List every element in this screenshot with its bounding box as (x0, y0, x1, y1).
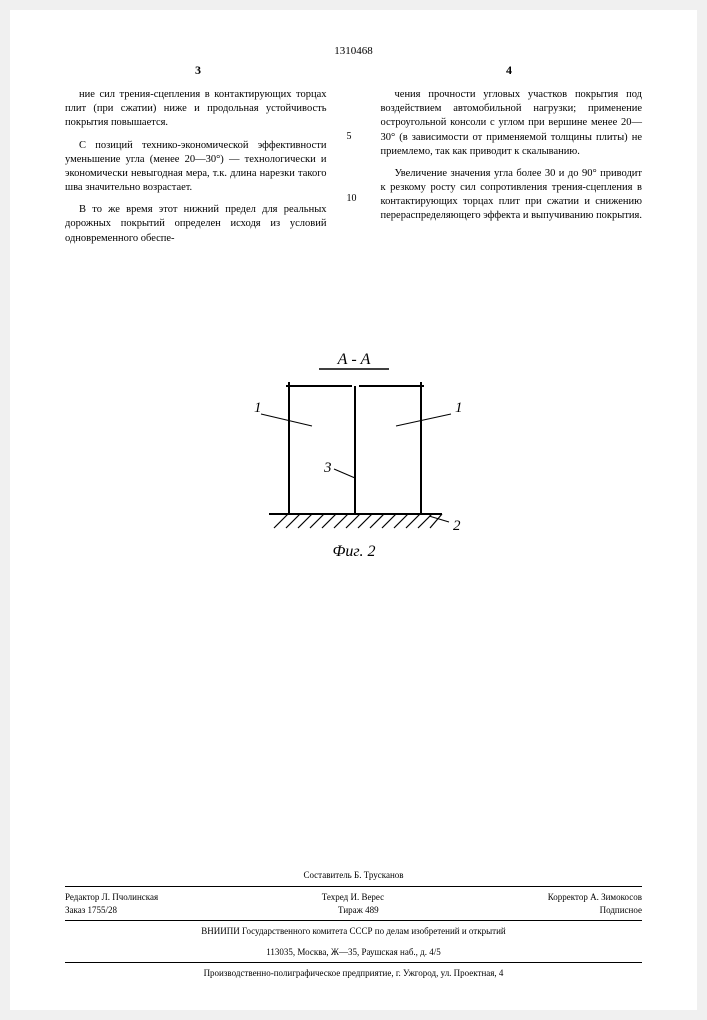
footer-addr: 113035, Москва, Ж—35, Раушская наб., д. … (65, 942, 642, 963)
figure-svg: А - А (224, 344, 484, 574)
footer-tirazh: Тираж 489 (338, 904, 379, 917)
text-columns: ние сил трения-сцепления в контактирующи… (65, 88, 642, 254)
footer-org: ВНИИПИ Государственного комитета СССР по… (65, 921, 642, 942)
left-p1: ние сил трения-сцепления в контактирующи… (65, 88, 327, 131)
hatching (274, 514, 442, 528)
footer-editor: Редактор Л. Пчолинская (65, 891, 158, 904)
footer-print: Производственно-полиграфическое предприя… (65, 962, 642, 980)
footer-techred: Техред И. Верес (322, 891, 384, 904)
figure-caption: Фиг. 2 (332, 543, 375, 560)
leader-3 (334, 469, 355, 478)
footer-order: Заказ 1755/28 (65, 904, 117, 917)
left-p2: С позиций технико-экономической эффектив… (65, 139, 327, 196)
leader-1-left (261, 414, 312, 426)
right-column: чения прочности угловых участков покрыти… (381, 88, 643, 254)
figure-area: А - А (65, 344, 642, 579)
label-2: 2 (453, 518, 461, 534)
footer: Составитель Б. Трусканов Редактор Л. Пчо… (65, 865, 642, 980)
label-3: 3 (323, 460, 332, 476)
column-headers: 3 4 (65, 63, 642, 78)
footer-credits: Редактор Л. Пчолинская Техред И. Верес К… (65, 886, 642, 921)
linenum-5: 5 (347, 130, 361, 144)
footer-corrector: Корректор А. Зимокосов (548, 891, 642, 904)
label-1-right: 1 (455, 400, 463, 416)
leader-1-right (396, 414, 451, 426)
right-p2: Увеличение значения угла более 30 и до 9… (381, 167, 643, 224)
right-p1: чения прочности угловых участков покрыти… (381, 88, 643, 159)
footer-subscr: Подписное (600, 904, 642, 917)
right-col-num: 4 (506, 63, 512, 78)
footer-composer: Составитель Б. Трусканов (65, 865, 642, 886)
section-label: А - А (336, 351, 370, 368)
label-1-left: 1 (254, 400, 262, 416)
left-p3: В то же время этот нижний предел для реа… (65, 203, 327, 246)
linenum-10: 10 (347, 192, 361, 206)
left-col-num: 3 (195, 63, 201, 78)
doc-number: 1310468 (65, 45, 642, 57)
page: 1310468 3 4 ние сил трения-сцепления в к… (10, 10, 697, 1010)
line-numbers: 5 10 (347, 88, 361, 254)
left-column: ние сил трения-сцепления в контактирующи… (65, 88, 327, 254)
